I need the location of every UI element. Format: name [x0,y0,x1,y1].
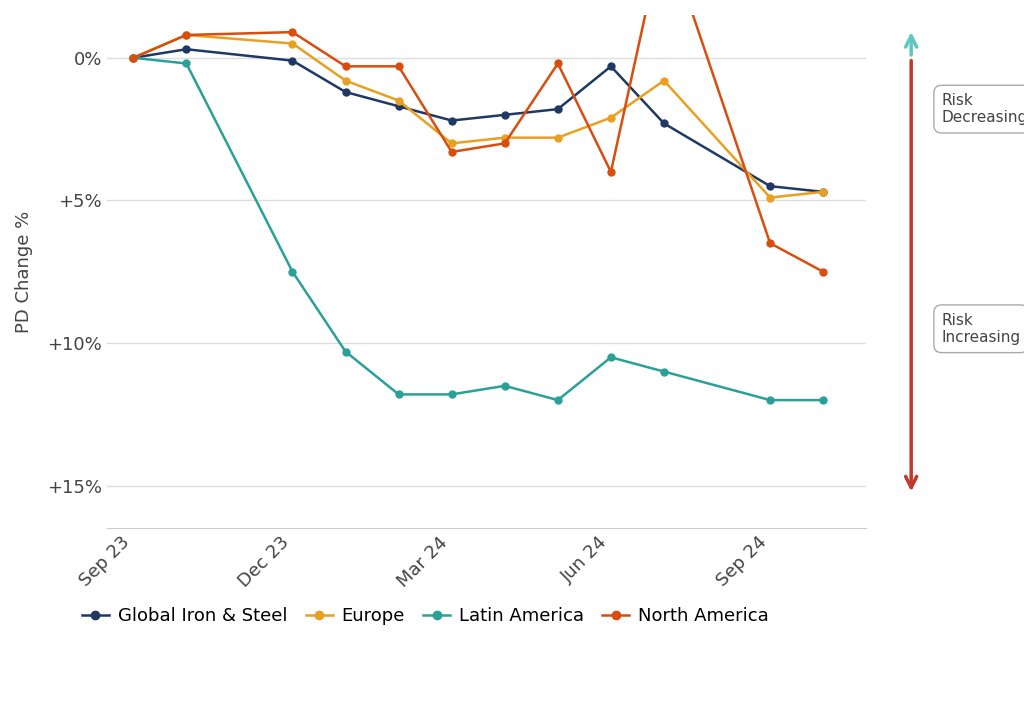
Y-axis label: PD Change %: PD Change % [15,211,33,333]
Text: Risk
Increasing: Risk Increasing [941,313,1021,345]
Legend: Global Iron & Steel, Europe, Latin America, North America: Global Iron & Steel, Europe, Latin Ameri… [75,600,776,632]
Text: Risk
Decreasing: Risk Decreasing [941,93,1024,125]
